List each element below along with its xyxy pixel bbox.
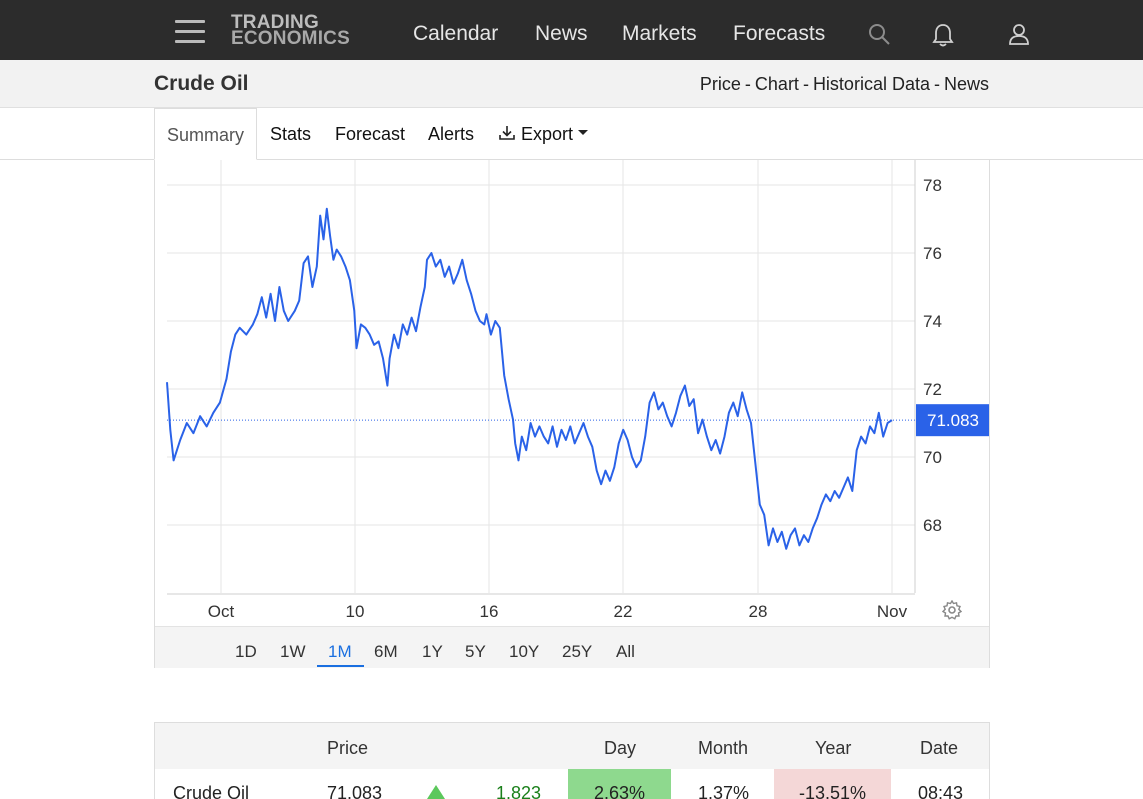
tab-alerts[interactable]: Alerts xyxy=(428,124,475,144)
col-month: Month xyxy=(698,738,749,758)
x-tick-label: 10 xyxy=(346,602,365,621)
range-10y[interactable]: 10Y xyxy=(509,642,540,661)
y-tick-label: 78 xyxy=(923,176,942,195)
tabs-row: Summary Stats Forecast Alerts Export xyxy=(0,108,1143,160)
x-tick-label: Nov xyxy=(877,602,908,621)
up-arrow-icon xyxy=(427,785,445,799)
x-tick-label: 22 xyxy=(614,602,633,621)
nav-forecasts[interactable]: Forecasts xyxy=(733,22,826,45)
range-all[interactable]: All xyxy=(616,642,635,661)
separator: - xyxy=(933,74,940,94)
range-6m[interactable]: 6M xyxy=(374,642,398,661)
range-selector: 1D 1W 1M 6M 1Y 5Y 10Y 25Y All xyxy=(155,626,989,668)
tab-summary[interactable]: Summary xyxy=(154,108,257,160)
export-label: Export xyxy=(521,124,574,144)
download-icon xyxy=(499,126,515,140)
row-month: 1.37% xyxy=(698,783,750,799)
x-tick-label: 28 xyxy=(749,602,768,621)
gear-icon[interactable] xyxy=(942,600,962,620)
y-tick-label: 68 xyxy=(923,516,942,535)
last-value-badge xyxy=(916,404,989,437)
sub-header: Crude Oil Price - Chart - Historical Data - Ne… xyxy=(0,60,1143,108)
col-price: Price xyxy=(327,738,369,758)
table-row[interactable]: Crude Oil 71.083 1.823 2.63% 1.37% -13.5… xyxy=(154,769,990,799)
link-price[interactable]: Price xyxy=(699,74,741,94)
row-year: -13.51% xyxy=(799,783,867,799)
nav-calendar[interactable]: Calendar xyxy=(413,22,499,45)
row-change: 1.823 xyxy=(496,783,542,799)
link-news[interactable]: News xyxy=(943,74,989,94)
link-chart[interactable]: Chart xyxy=(754,74,799,94)
range-1y[interactable]: 1Y xyxy=(422,642,443,661)
x-tick-label: Oct xyxy=(208,602,235,621)
bell-icon[interactable] xyxy=(931,22,955,48)
y-tick-label: 72 xyxy=(923,380,942,399)
user-icon[interactable] xyxy=(1007,22,1031,46)
search-icon[interactable] xyxy=(867,22,891,46)
range-5y[interactable]: 5Y xyxy=(465,642,486,661)
range-1w[interactable]: 1W xyxy=(280,642,306,661)
y-tick-label: 74 xyxy=(923,312,942,331)
logo[interactable]: TRADING ECONOMICS xyxy=(231,12,350,49)
y-tick-label: 70 xyxy=(923,448,942,467)
last-value-label: 71.083 xyxy=(927,411,979,430)
range-25y[interactable]: 25Y xyxy=(562,642,593,661)
header-links: Price - Chart - Historical Data - News xyxy=(700,74,989,95)
col-year: Year xyxy=(815,738,852,758)
hamburger-menu-icon[interactable] xyxy=(175,20,205,44)
row-date: 08:43 xyxy=(918,783,964,799)
range-1m[interactable]: 1M xyxy=(328,642,352,661)
year-cell-bg xyxy=(774,769,891,799)
separator: - xyxy=(744,74,751,94)
row-name[interactable]: Crude Oil xyxy=(173,783,250,799)
caret-down-icon xyxy=(578,130,589,135)
price-line xyxy=(166,207,893,550)
row-price: 71.083 xyxy=(327,783,383,799)
row-day: 2.63% xyxy=(594,783,646,799)
range-1d[interactable]: 1D xyxy=(235,642,257,661)
col-day: Day xyxy=(604,738,637,758)
logo-line1: TRADING xyxy=(231,12,319,33)
col-date: Date xyxy=(920,738,959,758)
day-cell-bg xyxy=(568,769,671,799)
x-tick-label: 16 xyxy=(480,602,499,621)
top-navbar: TRADING ECONOMICS Calendar News Markets … xyxy=(0,0,1143,60)
logo-line2: ECONOMICS xyxy=(231,28,350,49)
tab-forecast[interactable]: Forecast xyxy=(335,124,406,144)
chart-panel: 78 76 74 72 70 68 Oct 10 16 22 28 Nov 71.083 1D 1W 1… xyxy=(154,150,990,668)
tab-stats[interactable]: Stats xyxy=(270,124,312,144)
active-range-underline xyxy=(317,665,364,667)
nav-markets[interactable]: Markets xyxy=(622,22,697,45)
tab-export[interactable]: Export xyxy=(498,124,589,145)
link-historical-data[interactable]: Historical Data xyxy=(812,74,930,94)
price-chart[interactable]: 78 76 74 72 70 68 Oct 10 16 22 28 Nov 71.083 xyxy=(155,151,989,626)
table-header: Price Day Month Year Date xyxy=(154,722,990,770)
y-tick-label: 76 xyxy=(923,244,942,263)
nav-news[interactable]: News xyxy=(535,22,588,45)
page-title: Crude Oil xyxy=(154,72,249,95)
separator: - xyxy=(802,74,809,94)
